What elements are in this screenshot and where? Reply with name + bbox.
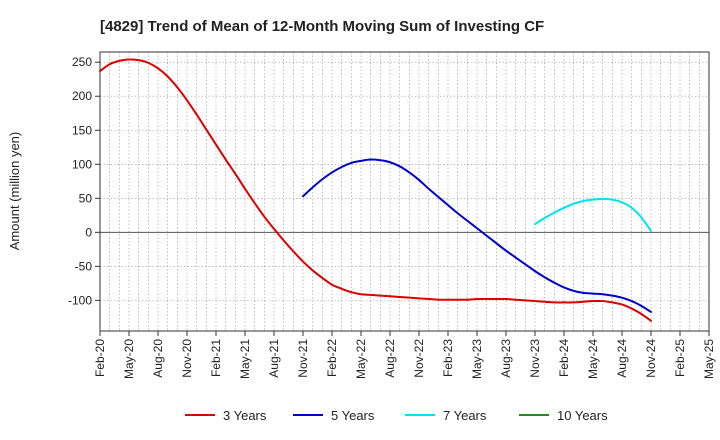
legend: 3 Years 5 Years 7 Years 10 Years	[185, 408, 608, 423]
chart-title: [4829] Trend of Mean of 12-Month Moving …	[100, 18, 544, 35]
x-tick-label: Nov-24	[644, 339, 658, 378]
series-line-3-years	[99, 58, 652, 322]
x-tick-label: May-25	[702, 339, 716, 379]
series-line-7-years	[534, 197, 652, 232]
y-axis-label: Amount (million yen)	[7, 132, 22, 251]
x-tick-label: Nov-23	[528, 339, 542, 378]
y-tick-label: 250	[72, 55, 92, 69]
y-tick-label: 200	[72, 89, 92, 103]
x-tick-label: May-24	[586, 339, 600, 379]
plot-frame	[99, 51, 710, 332]
x-tick-label: Feb-21	[209, 339, 223, 377]
y-tick-label: 0	[85, 225, 92, 239]
x-tick-label: May-23	[470, 339, 484, 379]
y-tick-label: -100	[68, 293, 92, 307]
legend-label-3-years: 3 Years	[223, 408, 267, 423]
legend-label-5-years: 5 Years	[331, 408, 375, 423]
x-tick-label: Aug-20	[151, 339, 165, 378]
x-tick-label: Aug-22	[383, 339, 397, 378]
x-tick-label: May-21	[238, 339, 252, 379]
x-tick-label: May-20	[122, 339, 136, 379]
x-tick-label: Aug-23	[499, 339, 513, 378]
x-tick-label: Nov-21	[296, 339, 310, 378]
series-line-5-years	[302, 158, 652, 313]
plot-area: 250 200 150 100 50 0 -50 -100 Feb-20 May-20 Aug-20…	[68, 51, 716, 379]
x-tick-label: Nov-20	[180, 339, 194, 378]
y-tick-label: 50	[79, 191, 93, 205]
x-tick-label: Feb-24	[557, 339, 571, 377]
legend-label-10-years: 10 Years	[557, 408, 608, 423]
x-tick-label: Feb-25	[673, 339, 687, 377]
legend-label-7-years: 7 Years	[443, 408, 487, 423]
plot-background	[100, 52, 709, 331]
x-tick-label: May-22	[354, 339, 368, 379]
x-tick-label: Aug-21	[267, 339, 281, 378]
x-tick-label: Feb-20	[93, 339, 107, 377]
x-tick-label: Feb-22	[325, 339, 339, 377]
y-tick-label: -50	[75, 259, 93, 273]
y-tick-label: 150	[72, 123, 92, 137]
x-tick-label: Nov-22	[412, 339, 426, 378]
y-tick-label: 100	[72, 157, 92, 171]
x-tick-label: Feb-23	[441, 339, 455, 377]
x-tick-label: Aug-24	[615, 339, 629, 378]
